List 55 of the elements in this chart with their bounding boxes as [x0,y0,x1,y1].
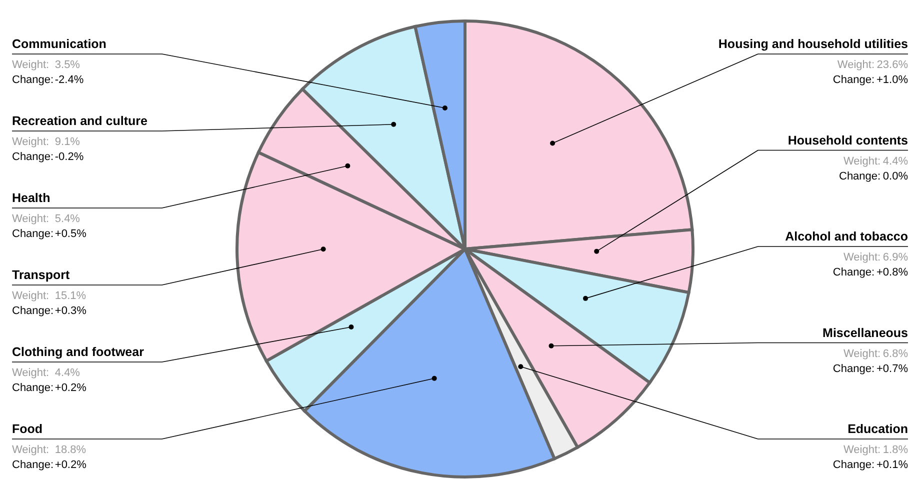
data-label: 23.6% [876,59,908,71]
data-label: +1.0% [876,74,908,86]
text: Weight: [844,155,881,168]
text: Weight: [844,444,881,456]
data-label: 6.9% [882,252,908,264]
data-label: 1.8% [882,444,908,456]
legend-label: Weight: [837,59,874,71]
data-label: 6.8% [882,348,908,360]
text: Change: [12,459,54,471]
category-label: Recreation and culture [12,114,148,128]
data-label: +0.7% [876,362,908,375]
data-label: 15.1% [54,290,86,302]
text: Change: [12,382,54,394]
text: Weight: [12,136,50,148]
text: Change: [12,228,54,240]
data-label: 9.1% [54,136,80,148]
text: Weight: [12,367,50,379]
text: Weight: [12,213,50,225]
text: Change: [832,362,874,375]
text: Change: [12,305,54,317]
text: Change: [839,170,881,182]
data-label: 18.8% [54,444,86,456]
text: Change: [832,459,874,471]
category-label: Household contents [788,133,908,148]
category-label: Miscellaneous [822,326,908,340]
category-label: Health [12,191,50,205]
text: Weight: [12,59,50,71]
text: Change: [12,74,54,86]
category-label: Education [848,422,908,436]
category-label: Housing and household utilities [718,37,908,51]
data-label: 3.5% [54,59,80,71]
category-label: Food [12,422,43,436]
data-label: 4.4% [882,155,908,168]
category-label: Clothing and footwear [12,345,144,359]
text: Weight: [12,444,50,456]
data-label: -0.2% [54,151,84,163]
data-label: +0.3% [54,305,87,317]
text: Change: [12,151,54,163]
data-label: 0.0% [882,170,908,182]
text: Change: [832,266,874,278]
data-label: 5.4% [54,213,80,225]
data-label: -2.4% [54,74,84,86]
category-label: Transport [12,268,70,282]
data-label: +0.1% [876,459,908,471]
text: Weight: [12,290,50,302]
data-label: +0.5% [54,228,87,240]
legend-label: Change: [832,74,874,86]
category-label: Communication [12,37,106,51]
data-label: +0.2% [54,459,87,471]
data-label: +0.8% [876,266,908,278]
data-label: 4.4% [54,367,80,379]
data-label: +0.2% [54,382,87,394]
category-label: Alcohol and tobacco [785,230,908,244]
text: Weight: [844,348,881,360]
text: Weight: [844,252,881,264]
